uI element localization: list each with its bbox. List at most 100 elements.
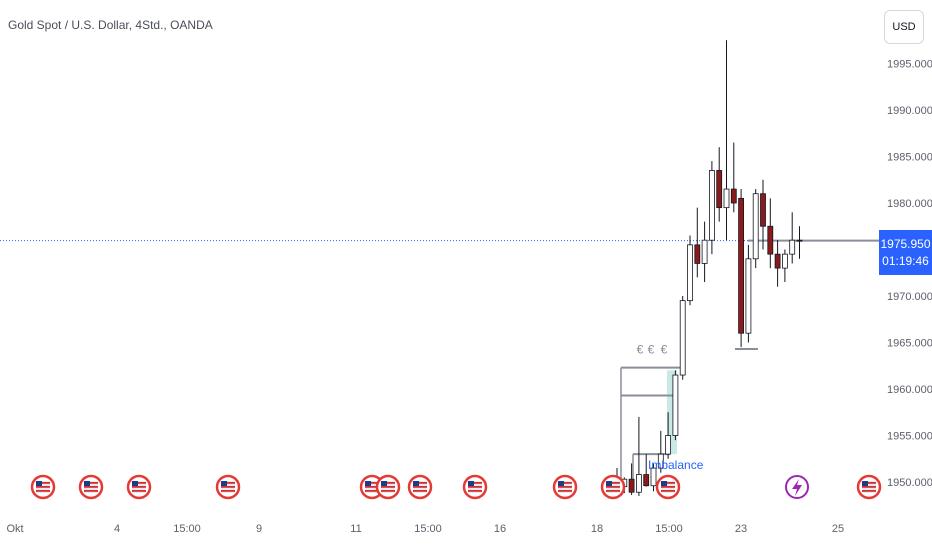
y-tick-label: 1980.000 bbox=[887, 198, 932, 210]
flag-canton bbox=[365, 481, 371, 486]
bullish-candle bbox=[665, 435, 671, 455]
flag-stripe bbox=[468, 490, 482, 492]
flag-stripe bbox=[661, 482, 675, 484]
flag-stripe bbox=[661, 490, 675, 492]
bullish-candle bbox=[789, 239, 796, 255]
current-price-value: 1975.950 bbox=[880, 236, 931, 251]
y-tick-label: 1985.000 bbox=[887, 152, 932, 164]
x-tick-label: 15:00 bbox=[414, 523, 442, 535]
flag-stripe bbox=[862, 490, 876, 492]
flag-stripe bbox=[606, 490, 620, 492]
bullish-candle bbox=[701, 239, 708, 264]
flag-stripe bbox=[606, 482, 620, 484]
bearish-candle bbox=[767, 225, 774, 255]
chart-title: Gold Spot / U.S. Dollar, 4Std., OANDA bbox=[8, 18, 213, 32]
x-tick-label: 23 bbox=[735, 523, 747, 535]
bearish-candle bbox=[760, 193, 766, 227]
y-tick-label: 1965.000 bbox=[887, 338, 932, 350]
flag-stripe bbox=[36, 486, 50, 488]
time-axis[interactable]: Okt 4 15:00 9 11 15:00 16 18 15:00 23 25 bbox=[6, 523, 844, 535]
bearish-candle bbox=[730, 188, 737, 204]
bullish-candle bbox=[679, 300, 686, 376]
us-event-flag-icon[interactable] bbox=[30, 474, 56, 500]
x-tick-label: 18 bbox=[591, 523, 603, 535]
flag-stripe bbox=[365, 482, 379, 484]
flag-stripe bbox=[381, 490, 395, 492]
flag-stripe bbox=[132, 490, 146, 492]
imbalance-zone bbox=[667, 370, 677, 455]
flag-stripe bbox=[661, 486, 675, 488]
flag-stripe bbox=[84, 486, 98, 488]
bearish-candle bbox=[796, 239, 803, 242]
flag-canton bbox=[84, 481, 90, 486]
lightning-bolt bbox=[792, 479, 802, 496]
us-event-flag-icon[interactable] bbox=[655, 474, 681, 500]
us-event-flag-icon[interactable] bbox=[407, 474, 433, 500]
us-event-flag-icon[interactable] bbox=[462, 474, 488, 500]
flag-stripe bbox=[862, 482, 876, 484]
x-tick-label: 11 bbox=[350, 523, 361, 535]
flag-stripe bbox=[132, 486, 146, 488]
currency-button[interactable]: USD bbox=[884, 10, 924, 44]
x-tick-label: 9 bbox=[256, 523, 262, 535]
flag-stripe bbox=[558, 490, 572, 492]
bullish-candle bbox=[657, 453, 664, 469]
flag-stripe bbox=[36, 490, 50, 492]
flag-stripe bbox=[381, 486, 395, 488]
bullish-candle bbox=[687, 244, 693, 302]
flag-canton bbox=[132, 481, 138, 486]
us-event-flag-icon[interactable] bbox=[126, 474, 152, 500]
euro-annotation: € bbox=[637, 343, 644, 357]
bullish-candle bbox=[752, 193, 759, 260]
flag-stripe bbox=[413, 490, 427, 492]
bullish-candle bbox=[636, 474, 642, 493]
flag-stripe bbox=[606, 486, 620, 488]
lightning-event-icon[interactable] bbox=[785, 475, 809, 499]
euro-annotation: € bbox=[661, 343, 668, 357]
bearish-candle bbox=[774, 253, 781, 269]
bullish-candle bbox=[709, 170, 715, 241]
economic-event-flags[interactable] bbox=[30, 474, 882, 500]
x-tick-label: 16 bbox=[494, 523, 506, 535]
y-tick-label: 1995.000 bbox=[887, 59, 932, 71]
flag-stripe bbox=[84, 482, 98, 484]
us-event-flag-icon[interactable] bbox=[856, 474, 882, 500]
flag-canton bbox=[606, 481, 612, 486]
candlestick-series[interactable] bbox=[614, 40, 803, 496]
us-event-flag-icon[interactable] bbox=[600, 474, 626, 500]
flag-stripe bbox=[365, 490, 379, 492]
x-tick-label: Okt bbox=[6, 523, 23, 535]
x-tick-label: 25 bbox=[832, 523, 844, 535]
euro-annotation: € bbox=[648, 343, 655, 357]
bearish-candle bbox=[628, 478, 635, 493]
x-tick-label: 15:00 bbox=[173, 523, 201, 535]
candle-countdown: 01:19:46 bbox=[882, 253, 929, 268]
bearish-candle bbox=[694, 244, 701, 264]
flag-canton bbox=[36, 481, 42, 486]
flag-canton bbox=[381, 481, 387, 486]
us-event-flag-icon[interactable] bbox=[375, 474, 401, 500]
flag-stripe bbox=[221, 490, 235, 492]
bullish-candle bbox=[650, 467, 657, 487]
flag-stripe bbox=[558, 482, 572, 484]
flag-stripe bbox=[381, 482, 395, 484]
flag-stripe bbox=[468, 482, 482, 484]
bullish-candle bbox=[672, 374, 679, 436]
flag-canton bbox=[661, 481, 667, 486]
flag-stripe bbox=[558, 486, 572, 488]
bullish-candle bbox=[745, 258, 752, 334]
y-tick-label: 1950.000 bbox=[887, 477, 932, 489]
flag-stripe bbox=[221, 482, 235, 484]
flag-stripe bbox=[413, 486, 427, 488]
us-event-flag-icon[interactable] bbox=[215, 474, 241, 500]
us-event-flag-icon[interactable] bbox=[552, 474, 578, 500]
x-tick-label: 4 bbox=[114, 523, 120, 535]
flag-stripe bbox=[468, 486, 482, 488]
flag-canton bbox=[468, 481, 474, 486]
y-tick-label: 1960.000 bbox=[887, 384, 932, 396]
us-event-flag-icon[interactable] bbox=[78, 474, 104, 500]
y-tick-label: 1955.000 bbox=[887, 431, 932, 443]
flag-canton bbox=[413, 481, 419, 486]
price-axis[interactable]: 1995.0001990.0001985.0001980.0001975.000… bbox=[887, 59, 932, 490]
